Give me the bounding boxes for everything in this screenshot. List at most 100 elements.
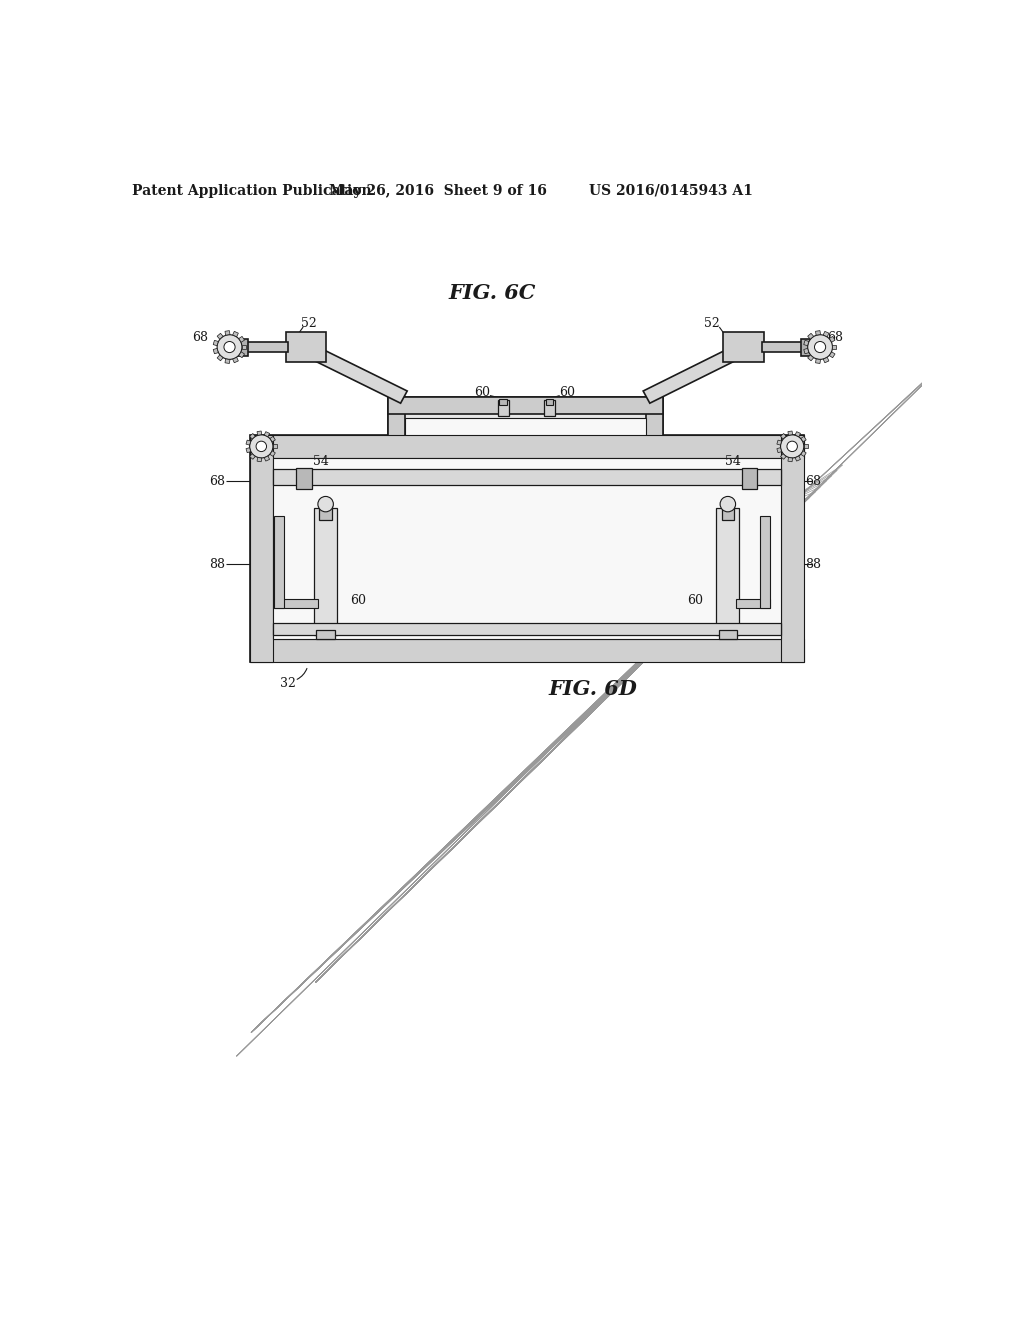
Text: 88: 88	[209, 557, 225, 570]
Bar	[250, 639, 804, 663]
Polygon shape	[213, 341, 218, 346]
Polygon shape	[239, 352, 245, 358]
Circle shape	[250, 434, 273, 458]
Polygon shape	[829, 352, 835, 358]
Polygon shape	[232, 331, 239, 337]
Bar	[372, 516, 678, 533]
Circle shape	[814, 342, 825, 352]
Polygon shape	[777, 440, 781, 445]
Text: FIG. 6C: FIG. 6C	[449, 284, 536, 304]
Bar	[250, 434, 804, 458]
Circle shape	[720, 496, 735, 512]
Circle shape	[224, 342, 236, 352]
Text: Patent Application Publication: Patent Application Publication	[132, 183, 372, 198]
Circle shape	[217, 335, 242, 359]
Polygon shape	[250, 454, 255, 459]
Bar	[250, 434, 804, 663]
Polygon shape	[787, 458, 793, 462]
Bar	[500, 399, 507, 405]
Circle shape	[786, 441, 798, 451]
Circle shape	[317, 496, 334, 512]
Circle shape	[808, 335, 833, 359]
Polygon shape	[257, 458, 262, 462]
Bar	[544, 400, 555, 416]
Polygon shape	[823, 358, 828, 363]
Bar	[546, 399, 554, 405]
Bar	[273, 458, 780, 639]
Polygon shape	[804, 341, 809, 346]
Bar	[722, 504, 734, 520]
Text: 54: 54	[725, 455, 740, 469]
Text: 60: 60	[687, 594, 703, 607]
Bar	[388, 397, 663, 516]
Polygon shape	[804, 348, 809, 354]
Polygon shape	[780, 454, 786, 459]
Polygon shape	[801, 437, 806, 442]
Polygon shape	[225, 359, 230, 363]
Polygon shape	[829, 337, 835, 342]
Bar	[723, 333, 764, 362]
Bar	[236, 339, 248, 355]
Polygon shape	[795, 455, 801, 461]
Text: US 2016/0145943 A1: US 2016/0145943 A1	[589, 183, 753, 198]
Bar	[780, 434, 804, 663]
Bar	[319, 504, 332, 520]
Polygon shape	[643, 341, 751, 403]
Polygon shape	[808, 334, 814, 339]
Bar	[404, 418, 646, 512]
Text: 54: 54	[313, 455, 329, 469]
Text: 60: 60	[559, 385, 575, 399]
Polygon shape	[250, 433, 255, 440]
Polygon shape	[239, 337, 245, 342]
Text: 68: 68	[209, 474, 225, 487]
Polygon shape	[242, 345, 246, 350]
Bar	[388, 397, 663, 414]
Polygon shape	[823, 331, 828, 337]
Circle shape	[256, 441, 266, 451]
Circle shape	[780, 434, 804, 458]
Polygon shape	[273, 445, 276, 449]
Bar	[273, 470, 780, 484]
Text: 88: 88	[352, 436, 369, 449]
Text: 60: 60	[474, 385, 490, 399]
Bar	[716, 508, 739, 635]
Polygon shape	[264, 455, 269, 461]
Bar	[741, 469, 758, 488]
Polygon shape	[246, 447, 251, 453]
Polygon shape	[833, 345, 837, 350]
Polygon shape	[801, 451, 806, 457]
Text: 68: 68	[193, 331, 208, 345]
Text: May 26, 2016  Sheet 9 of 16: May 26, 2016 Sheet 9 of 16	[329, 183, 547, 198]
Polygon shape	[217, 334, 223, 339]
Polygon shape	[270, 451, 275, 457]
Polygon shape	[232, 358, 239, 363]
Bar	[296, 469, 311, 488]
Text: 32: 32	[281, 677, 296, 690]
Text: 52: 52	[703, 317, 720, 330]
Text: 52: 52	[301, 317, 317, 330]
Text: 88: 88	[671, 436, 686, 449]
Bar	[498, 400, 509, 416]
Bar	[273, 623, 780, 635]
Bar	[316, 630, 335, 639]
Bar	[250, 434, 273, 663]
Text: 32: 32	[519, 546, 536, 560]
Polygon shape	[787, 432, 793, 436]
Text: 88: 88	[805, 557, 821, 570]
Bar	[762, 342, 802, 351]
Polygon shape	[780, 433, 786, 440]
Bar	[286, 333, 327, 362]
Bar	[314, 508, 337, 635]
Polygon shape	[795, 432, 801, 437]
Polygon shape	[217, 355, 223, 360]
Polygon shape	[257, 432, 262, 436]
Polygon shape	[808, 355, 814, 360]
Bar	[802, 339, 814, 355]
Polygon shape	[299, 341, 408, 403]
Text: 60: 60	[350, 594, 367, 607]
Polygon shape	[815, 359, 820, 363]
Polygon shape	[815, 330, 820, 335]
Text: FIG. 6D: FIG. 6D	[549, 678, 637, 698]
Polygon shape	[777, 447, 781, 453]
Text: 68: 68	[805, 474, 821, 487]
